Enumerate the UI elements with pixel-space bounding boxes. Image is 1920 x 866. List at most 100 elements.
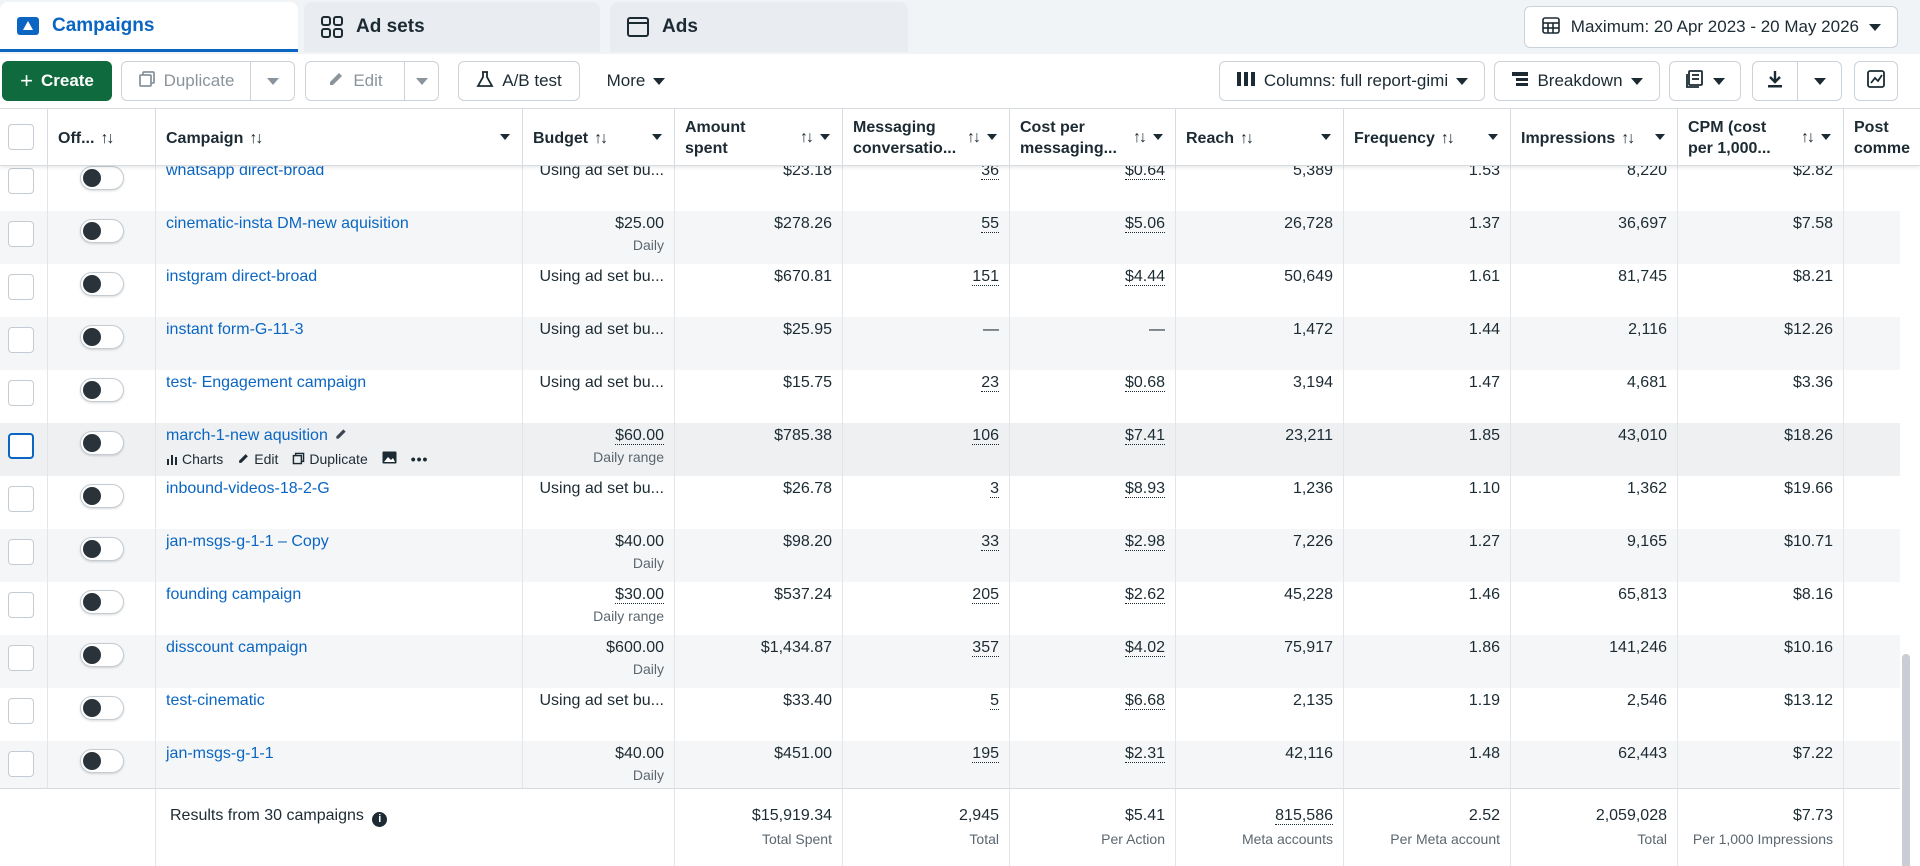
rename-pencil-icon[interactable] — [334, 427, 348, 446]
campaign-on-off-toggle[interactable] — [80, 696, 124, 720]
row-checkbox[interactable] — [8, 327, 34, 353]
export-button[interactable] — [1752, 61, 1798, 101]
table-row[interactable]: jan-msgs-g-1-1 $40.00 Daily $451.00 195 $2.31… — [0, 741, 1900, 794]
cost-value[interactable]: $2.98 — [1124, 533, 1165, 551]
campaign-name-link[interactable]: jan-msgs-g-1-1 — [166, 745, 274, 762]
row-checkbox[interactable] — [8, 539, 34, 565]
row-duplicate-action[interactable]: Duplicate — [292, 451, 368, 467]
row-edit-action[interactable]: Edit — [237, 451, 278, 467]
footer-reach-value[interactable]: 815,586 — [1275, 807, 1333, 825]
msgs-value[interactable]: 205 — [972, 586, 999, 604]
table-row[interactable]: jan-msgs-g-1-1 – Copy $40.00 Daily $98.20 33… — [0, 529, 1900, 582]
duplicate-button[interactable]: Duplicate — [121, 61, 251, 101]
sort-icon[interactable]: ↑↓ — [594, 129, 608, 147]
view-charts-button[interactable] — [1854, 61, 1898, 101]
budget-value[interactable]: $25.00 — [615, 215, 664, 232]
campaign-on-off-toggle[interactable] — [80, 749, 124, 773]
cost-value[interactable]: $2.31 — [1124, 745, 1165, 763]
table-row[interactable]: test-cinematic Using ad set bu... $33.40 5 $… — [0, 688, 1900, 741]
row-checkbox[interactable] — [8, 221, 34, 247]
msgs-value[interactable]: 55 — [981, 215, 999, 233]
ab-test-button[interactable]: A/B test — [458, 61, 580, 101]
cost-value[interactable]: — — [1149, 321, 1165, 338]
table-row[interactable]: disscount campaign $600.00 Daily $1,434.87 3… — [0, 635, 1900, 688]
chevron-down-icon[interactable] — [500, 134, 510, 140]
tab-campaigns[interactable]: Campaigns — [0, 2, 298, 52]
header-post-comments[interactable]: Post comme — [1844, 109, 1920, 167]
vertical-scrollbar[interactable] — [1902, 654, 1910, 866]
budget-value[interactable]: $60.00 — [615, 427, 664, 445]
campaign-name-link[interactable]: march-1-new aqusition — [166, 427, 328, 444]
header-off-on[interactable]: Off... ↑↓ — [48, 109, 156, 167]
cost-value[interactable]: $0.64 — [1124, 162, 1165, 180]
table-row[interactable]: cinematic-insta DM-new aquisition $25.00 D… — [0, 211, 1900, 264]
msgs-value[interactable]: 36 — [981, 162, 999, 180]
chevron-down-icon[interactable] — [1153, 134, 1163, 140]
row-checkbox[interactable] — [8, 751, 34, 777]
campaign-name-link[interactable]: founding campaign — [166, 586, 302, 603]
budget-value[interactable]: $30.00 — [615, 586, 664, 604]
sort-icon[interactable]: ↑↓ — [967, 129, 981, 146]
msgs-value[interactable]: — — [983, 321, 999, 338]
sort-icon[interactable]: ↑↓ — [800, 129, 814, 146]
breakdown-button[interactable]: Breakdown — [1494, 61, 1660, 101]
sort-icon[interactable]: ↑↓ — [1133, 129, 1147, 146]
table-row[interactable]: whatsapp direct-broad Using ad set bu... $… — [0, 158, 1900, 211]
campaign-name-link[interactable]: instgram direct-broad — [166, 268, 318, 285]
row-checkbox[interactable] — [8, 592, 34, 618]
header-cpm[interactable]: CPM (cost per 1,000... ↑↓ — [1678, 109, 1844, 167]
sort-icon[interactable]: ↑↓ — [1621, 129, 1635, 147]
header-messaging-conversations[interactable]: Messaging conversatio... ↑↓ — [843, 109, 1010, 167]
chevron-down-icon[interactable] — [987, 134, 997, 140]
budget-value[interactable]: $40.00 — [615, 745, 664, 762]
campaign-on-off-toggle[interactable] — [80, 219, 124, 243]
header-impressions[interactable]: Impressions ↑↓ — [1511, 109, 1678, 167]
cost-value[interactable]: $0.68 — [1124, 374, 1165, 392]
sort-icon[interactable]: ↑↓ — [1801, 129, 1815, 146]
campaign-on-off-toggle[interactable] — [80, 537, 124, 561]
table-row[interactable]: instant form-G-11-3 Using ad set bu... $25… — [0, 317, 1900, 370]
more-button[interactable]: More — [596, 61, 676, 101]
campaign-on-off-toggle[interactable] — [80, 166, 124, 190]
header-reach[interactable]: Reach ↑↓ — [1176, 109, 1344, 167]
campaign-on-off-toggle[interactable] — [80, 272, 124, 296]
info-icon[interactable]: i — [372, 812, 388, 827]
msgs-value[interactable]: 357 — [972, 639, 999, 657]
campaign-name-link[interactable]: test- Engagement campaign — [166, 374, 367, 391]
msgs-value[interactable]: 23 — [981, 374, 999, 392]
header-amount-spent[interactable]: Amount spent ↑↓ — [675, 109, 843, 167]
table-row[interactable]: test- Engagement campaign Using ad set bu… — [0, 370, 1900, 423]
campaign-on-off-toggle[interactable] — [80, 378, 124, 402]
msgs-value[interactable]: 3 — [990, 480, 999, 498]
row-checkbox[interactable] — [8, 486, 34, 512]
more-options-icon[interactable]: ••• — [410, 451, 429, 467]
header-cost-per-messaging[interactable]: Cost per messaging... ↑↓ — [1010, 109, 1176, 167]
table-row[interactable]: march-1-new aqusition Charts Edit Duplicate… — [0, 423, 1900, 476]
cost-value[interactable]: $6.68 — [1124, 692, 1165, 710]
row-checkbox[interactable] — [8, 698, 34, 724]
campaign-name-link[interactable]: disscount campaign — [166, 639, 308, 656]
campaign-on-off-toggle[interactable] — [80, 590, 124, 614]
edit-button[interactable]: Edit — [305, 61, 405, 101]
campaign-name-link[interactable]: test-cinematic — [166, 692, 265, 709]
chevron-down-icon[interactable] — [1655, 134, 1665, 140]
row-preview-image-icon[interactable] — [382, 451, 397, 467]
cost-value[interactable]: $4.44 — [1124, 268, 1165, 286]
chevron-down-icon[interactable] — [1821, 134, 1831, 140]
table-row[interactable]: inbound-videos-18-2-G Using ad set bu... $… — [0, 476, 1900, 529]
export-dropdown-button[interactable] — [1798, 61, 1842, 101]
campaign-name-link[interactable]: instant form-G-11-3 — [166, 321, 304, 338]
row-charts-action[interactable]: Charts — [166, 451, 223, 467]
edit-dropdown-button[interactable] — [405, 61, 439, 101]
campaign-name-link[interactable]: whatsapp direct-broad — [166, 162, 325, 179]
header-budget[interactable]: Budget ↑↓ — [523, 109, 675, 167]
chevron-down-icon[interactable] — [820, 134, 830, 140]
cost-value[interactable]: $5.06 — [1124, 215, 1165, 233]
msgs-value[interactable]: 5 — [990, 692, 999, 710]
campaign-on-off-toggle[interactable] — [80, 484, 124, 508]
campaign-on-off-toggle[interactable] — [80, 643, 124, 667]
cost-value[interactable]: $7.41 — [1124, 427, 1165, 445]
duplicate-dropdown-button[interactable] — [251, 61, 295, 101]
row-checkbox[interactable] — [8, 274, 34, 300]
table-row[interactable]: instgram direct-broad Using ad set bu... $… — [0, 264, 1900, 317]
